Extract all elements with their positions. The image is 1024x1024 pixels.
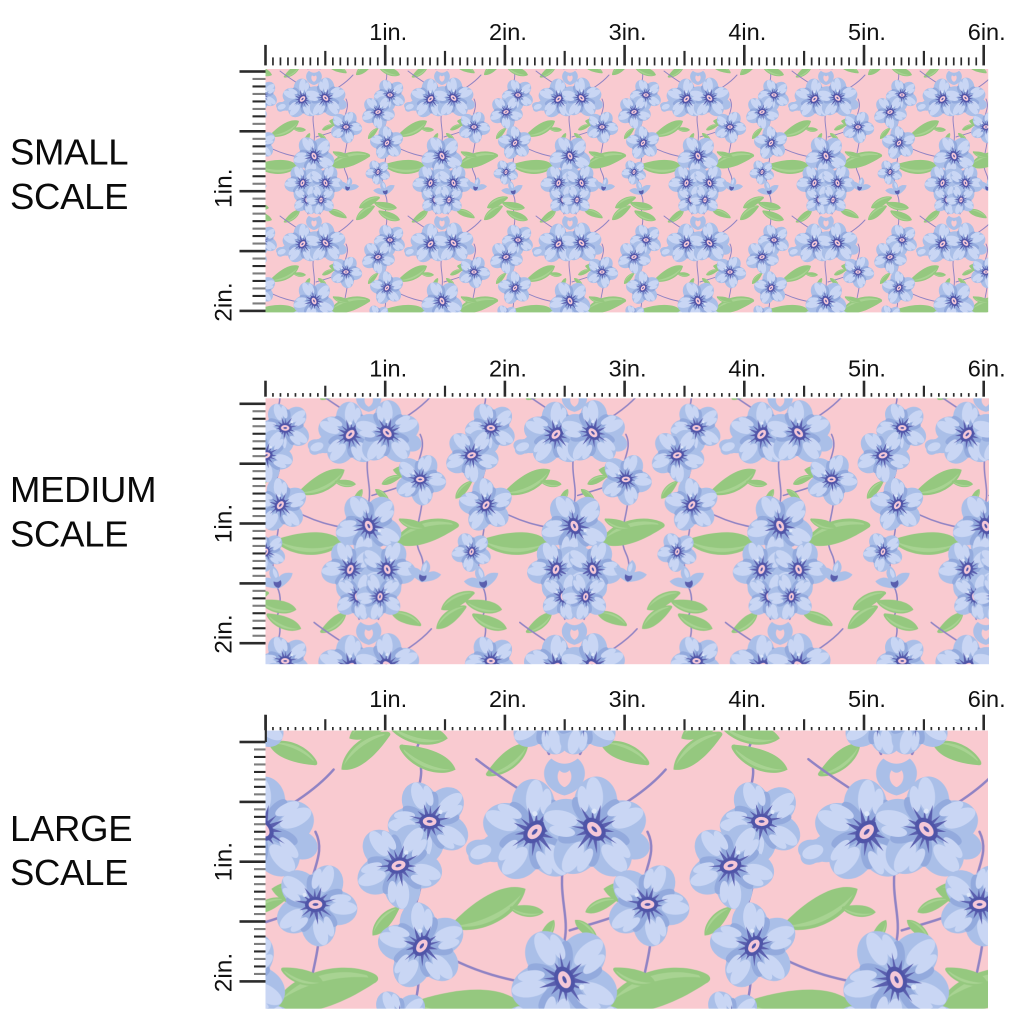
- svg-text:1in.: 1in.: [369, 19, 407, 45]
- svg-text:SCALE: SCALE: [10, 852, 128, 893]
- svg-text:3in.: 3in.: [609, 686, 647, 712]
- svg-text:2in.: 2in.: [211, 614, 238, 654]
- svg-text:6in.: 6in.: [968, 686, 1006, 712]
- svg-text:3in.: 3in.: [609, 19, 647, 45]
- svg-text:2in.: 2in.: [489, 19, 527, 45]
- svg-text:5in.: 5in.: [848, 355, 886, 381]
- svg-text:4in.: 4in.: [728, 686, 766, 712]
- svg-text:SCALE: SCALE: [10, 176, 128, 217]
- svg-text:4in.: 4in.: [728, 355, 766, 381]
- svg-text:1in.: 1in.: [211, 842, 238, 882]
- svg-text:5in.: 5in.: [848, 19, 886, 45]
- svg-text:1in.: 1in.: [369, 686, 407, 712]
- svg-text:MEDIUM: MEDIUM: [10, 469, 156, 510]
- svg-text:4in.: 4in.: [728, 19, 766, 45]
- svg-text:3in.: 3in.: [609, 355, 647, 381]
- svg-text:SCALE: SCALE: [10, 513, 128, 554]
- svg-text:2in.: 2in.: [211, 953, 238, 993]
- svg-text:6in.: 6in.: [968, 355, 1006, 381]
- svg-text:SMALL: SMALL: [10, 132, 128, 173]
- svg-text:2in.: 2in.: [489, 355, 527, 381]
- svg-text:5in.: 5in.: [848, 686, 886, 712]
- svg-text:LARGE: LARGE: [10, 808, 132, 849]
- svg-text:1in.: 1in.: [211, 504, 238, 544]
- svg-text:1in.: 1in.: [369, 355, 407, 381]
- svg-text:6in.: 6in.: [968, 19, 1006, 45]
- svg-text:2in.: 2in.: [489, 686, 527, 712]
- svg-text:2in.: 2in.: [211, 282, 238, 322]
- svg-text:1in.: 1in.: [211, 168, 238, 208]
